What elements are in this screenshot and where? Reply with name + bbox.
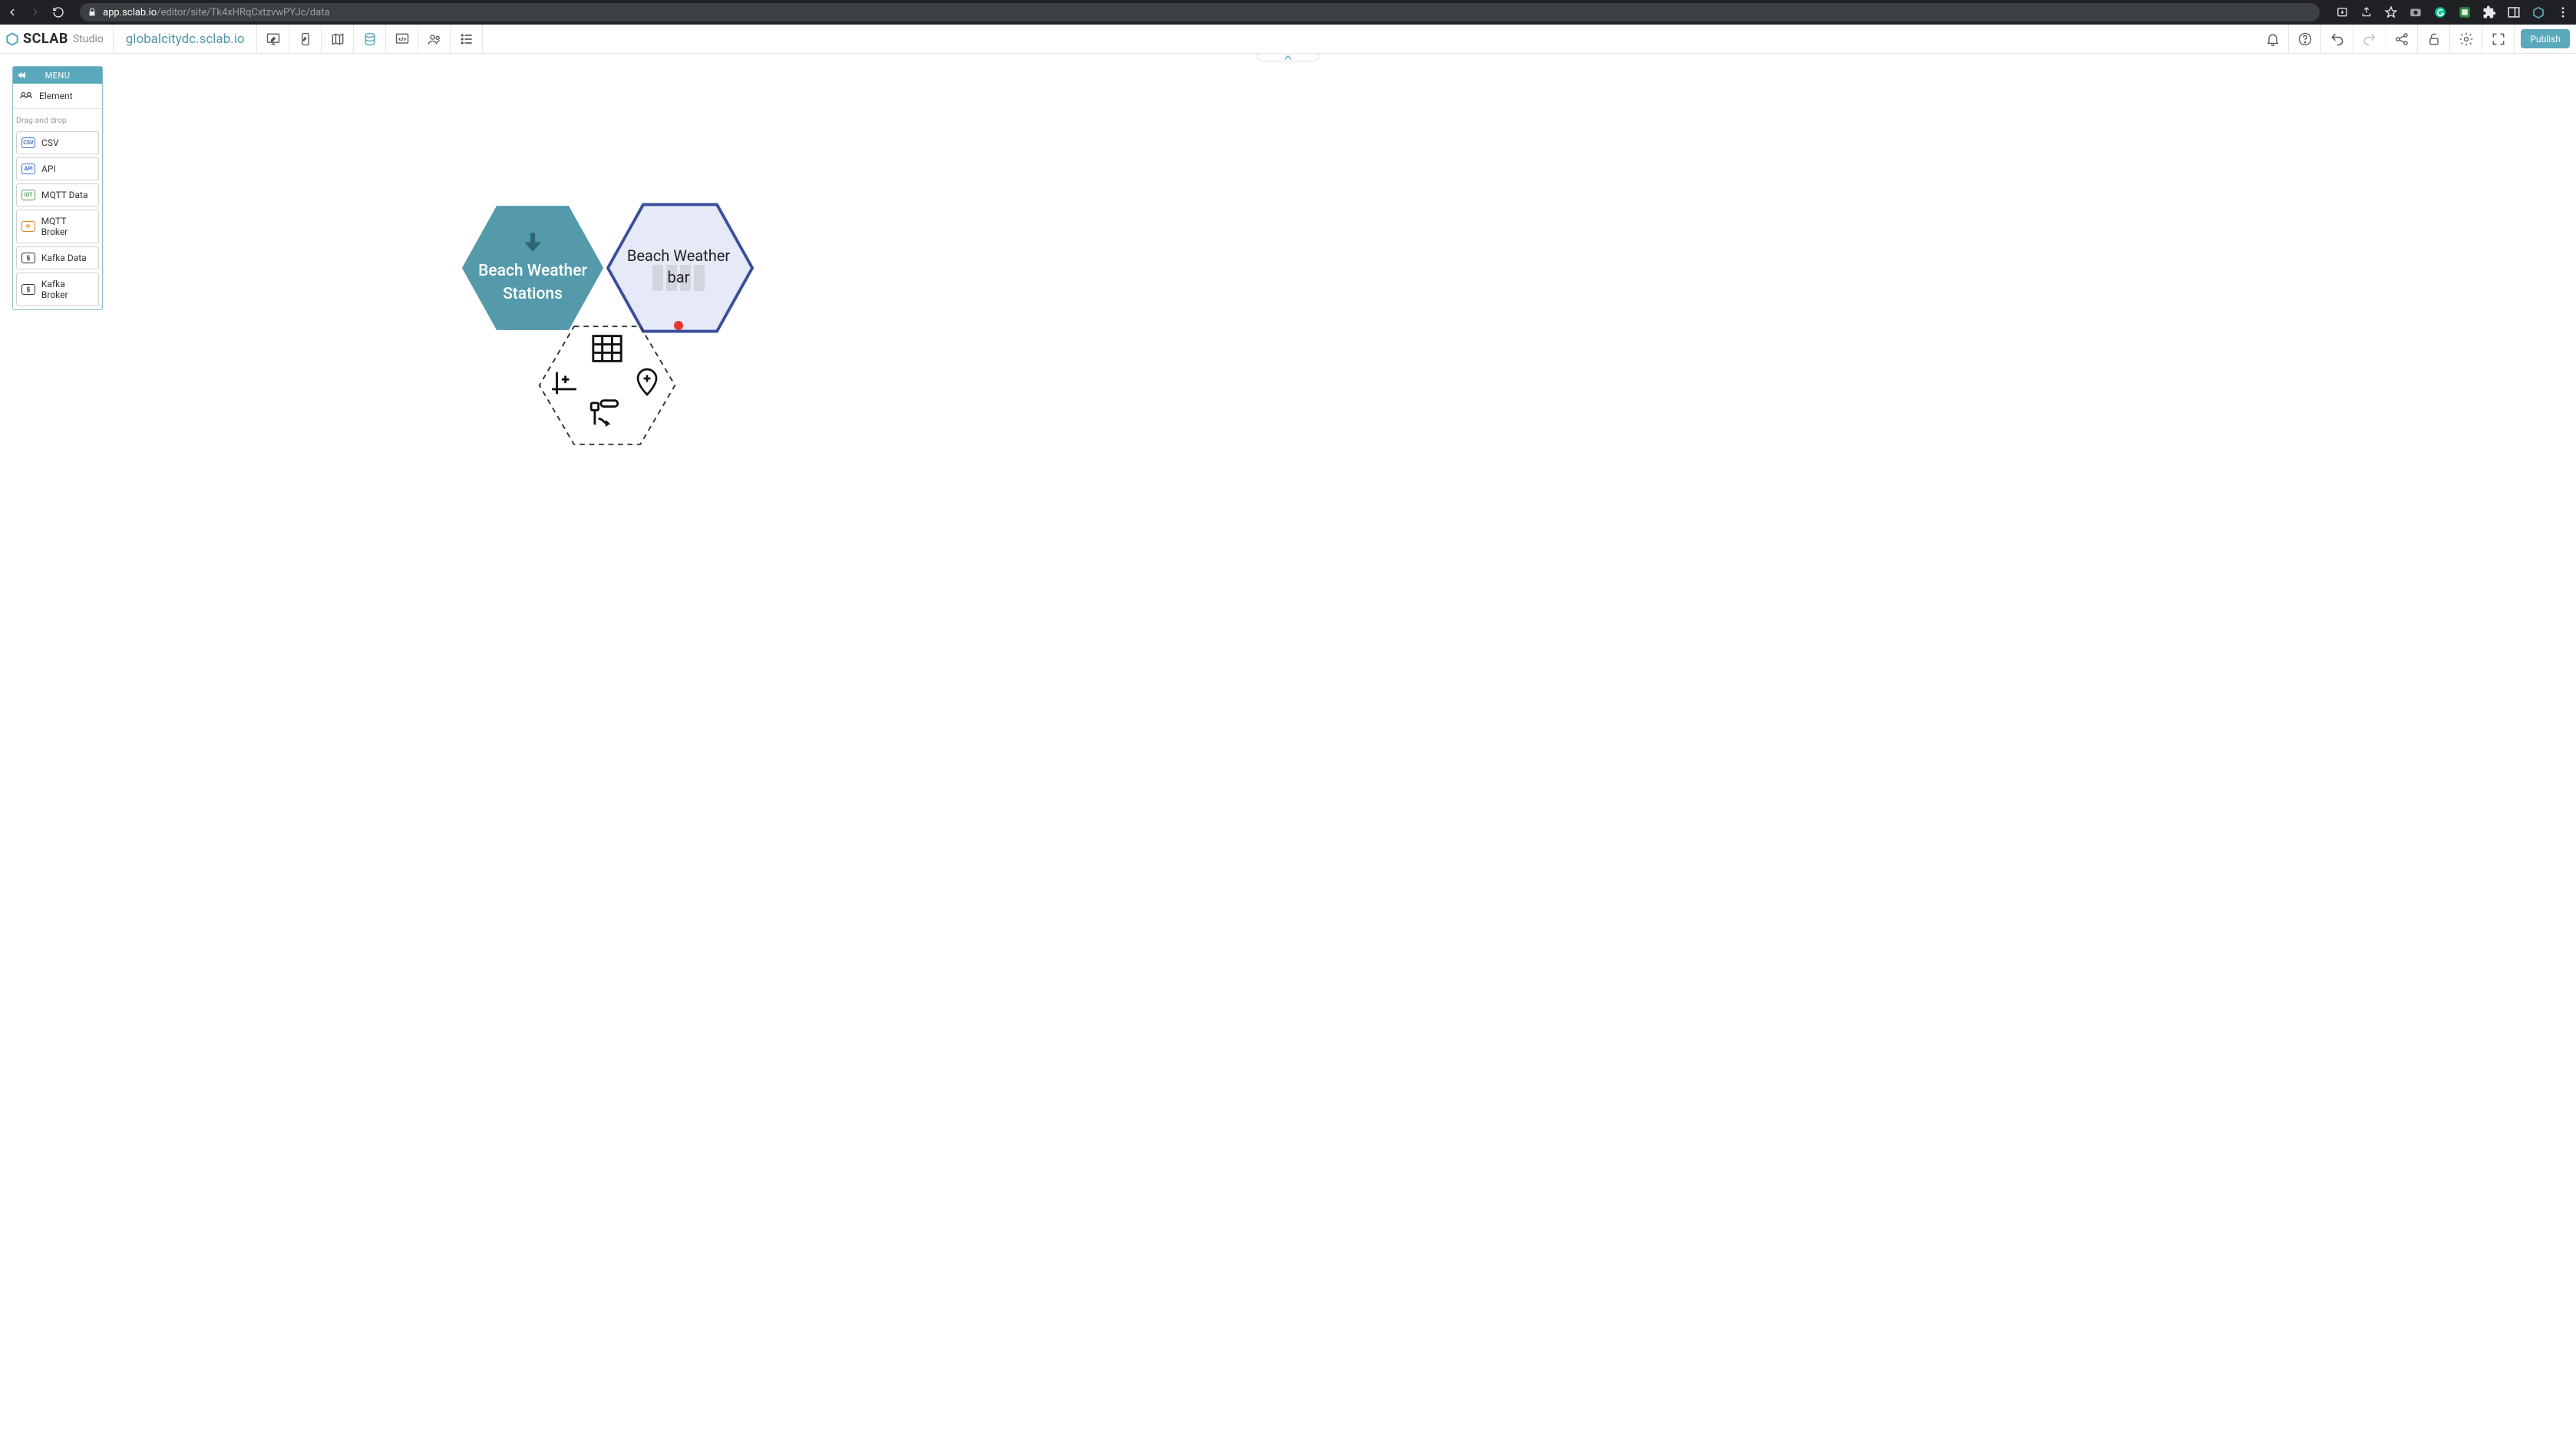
canvas[interactable]: MENU Element Drag and drop CSV CSV API API I… [0,54,2576,1431]
flow-icon[interactable] [589,398,623,430]
url-text: app.sclab.io/editor/site/Tk4xHRqCxtzvwPY… [103,7,330,18]
ext-grammarly-icon[interactable] [2433,5,2447,19]
item-label: Kafka Data [41,253,87,263]
help-button[interactable] [2289,25,2321,53]
logo-sub: Studio [73,33,104,45]
expand-tab[interactable] [1257,54,1319,61]
back-button[interactable] [6,6,18,18]
install-icon[interactable] [2335,5,2349,19]
share-button[interactable] [2386,25,2418,53]
url-bar[interactable]: app.sclab.io/editor/site/Tk4xHRqCxtzvwPY… [80,3,2320,21]
collapse-icon[interactable] [18,71,25,81]
map-button[interactable] [322,25,354,53]
share-icon[interactable] [2360,5,2373,19]
publish-button[interactable]: Publish [2521,29,2570,48]
reload-button[interactable] [52,6,64,18]
element-label: Element [39,91,73,101]
panel-icon[interactable] [2507,5,2521,19]
download-icon [518,230,547,256]
item-label: API [41,164,56,174]
ext-camera-icon[interactable] [2409,5,2422,19]
drag-item-kafka-data[interactable]: § Kafka Data [16,246,99,269]
chrome-right-icons [2335,5,2570,19]
sidebar-panel: MENU Element Drag and drop CSV CSV API API I… [12,66,103,310]
notifications-button[interactable] [2257,25,2289,53]
list-button[interactable] [451,25,483,53]
star-icon[interactable] [2384,5,2398,19]
hex2-title: Beach Weather bar [620,245,737,288]
data-button[interactable] [354,25,386,53]
users-button[interactable] [418,25,451,53]
item-label: Kafka Broker [41,279,94,300]
more-icon[interactable] [2556,5,2570,19]
chart-add-icon[interactable] [549,368,580,398]
item-label: CSV [41,137,59,148]
item-icon: § [21,284,35,295]
redo-button[interactable] [2353,25,2386,53]
logo-text: SCLAB [23,31,68,47]
item-icon: § [21,253,35,263]
item-icon: API [21,164,35,174]
hex-add-placeholder[interactable] [533,312,681,459]
chevron-up-icon [1284,55,1292,60]
item-icon: IOT [21,190,35,200]
item-label: MQTT Data [41,190,88,200]
code-button[interactable] [386,25,418,53]
drag-item-csv[interactable]: CSV CSV [16,131,99,154]
drag-item-api[interactable]: API API [16,157,99,180]
ext-green-icon[interactable] [2458,5,2472,19]
menu-label: MENU [45,71,71,81]
sidebar-header: MENU [13,67,102,84]
app-toolbar: SCLAB Studio globalcitydc.sclab.io Publi… [0,25,2576,54]
item-icon: ⟳ [21,221,35,232]
extensions-icon[interactable] [2482,5,2496,19]
element-icon [19,90,33,102]
hex1-title: Beach Weather Stations [474,259,591,306]
drag-item-mqtt-broker[interactable]: ⟳ MQTT Broker [16,210,99,243]
table-icon[interactable] [590,333,624,364]
logo[interactable]: SCLAB Studio [0,25,114,53]
drag-item-mqtt-data[interactable]: IOT MQTT Data [16,183,99,207]
map-pin-add-icon[interactable] [633,367,661,399]
lock-icon [88,8,97,17]
mobile-edit-button[interactable] [289,25,322,53]
section-label: Drag and drop [13,109,102,128]
browser-chrome: app.sclab.io/editor/site/Tk4xHRqCxtzvwPY… [0,0,2576,25]
forward-button[interactable] [29,6,41,18]
unlock-button[interactable] [2418,25,2450,53]
logo-icon [5,31,20,47]
item-label: MQTT Broker [41,216,94,237]
project-name[interactable]: globalcitydc.sclab.io [114,25,258,53]
fullscreen-button[interactable] [2482,25,2515,53]
settings-button[interactable] [2450,25,2482,53]
undo-button[interactable] [2321,25,2353,53]
drag-item-kafka-broker[interactable]: § Kafka Broker [16,273,99,306]
sidebar-element[interactable]: Element [13,84,102,109]
desktop-edit-button[interactable] [257,25,289,53]
item-icon: CSV [21,137,35,148]
ext-sclab-icon[interactable] [2531,5,2545,19]
